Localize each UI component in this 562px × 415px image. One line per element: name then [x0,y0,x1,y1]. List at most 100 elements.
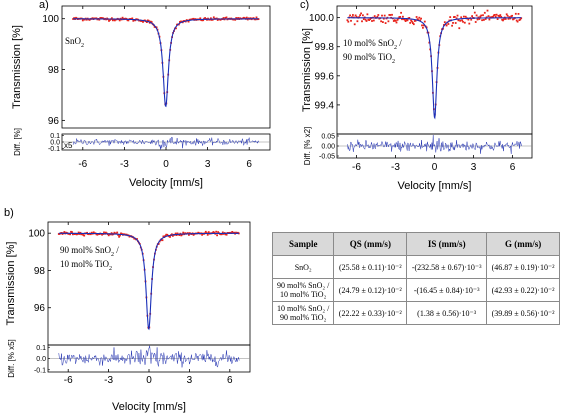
data-point [225,233,228,236]
data-point [376,15,379,18]
data-point [146,21,148,23]
data-point [244,17,246,20]
data-point [219,18,222,21]
data-point [217,231,219,233]
data-point [504,18,507,20]
data-point [92,231,95,234]
data-point [58,233,61,235]
data-point [471,15,473,17]
data-point [146,19,149,22]
data-point [369,18,372,20]
data-point [164,235,167,237]
data-point [505,13,508,16]
data-point [381,14,383,17]
data-point [451,24,453,27]
data-point [72,233,74,236]
data-point [396,19,399,21]
data-point [364,18,367,21]
residual-curve [347,135,522,154]
y-axis-label: Transmission [%] [11,25,23,109]
data-point [179,20,182,23]
data-point [65,231,68,234]
data-point [178,23,180,26]
data-point [476,18,479,21]
data-point [221,233,223,236]
x-tick-label: 3 [471,162,477,173]
data-point [246,18,249,21]
data-point [147,19,150,22]
data-point [73,17,75,19]
fit-curve [73,18,259,108]
data-point [111,17,113,20]
data-point [371,20,373,22]
data-point [249,17,252,20]
data-point [362,14,364,17]
data-point [216,19,219,21]
data-points [72,16,260,106]
data-point [122,233,125,236]
data-point [131,17,134,20]
data-point [69,233,71,236]
x-tick-label: 3 [187,375,193,386]
data-point [408,17,411,19]
data-point [413,20,416,22]
data-point [63,231,66,233]
data-point [365,20,368,22]
data-point [519,18,522,21]
x-tick-label: -6 [352,162,361,173]
data-point [347,20,350,23]
data-point [125,233,128,236]
table-header-row: Sample QS (mm/s) IS (mm/s) G (mm/s) [271,232,560,256]
data-point [416,18,419,20]
data-point [383,14,386,17]
data-point [78,233,81,235]
data-point [98,18,101,21]
data-point [346,19,349,22]
data-point [121,232,123,235]
data-point [85,18,88,21]
data-point [411,20,413,23]
data-point [180,234,183,237]
x-tick-label: -3 [391,162,400,173]
data-point [215,17,218,20]
data-point [211,19,213,21]
data-point [107,234,110,237]
data-point [507,17,510,20]
diff-y-tick-label: 0.00 [321,144,335,151]
data-point [382,17,385,20]
data-point [70,230,72,233]
data-point [191,18,194,20]
data-point [101,17,104,19]
data-point [75,16,77,19]
data-point [221,231,224,234]
data-point [494,15,497,18]
data-point [83,234,86,237]
data-point [100,17,103,19]
y-tick-label: 96 [48,116,60,127]
data-point [366,13,369,16]
data-point [468,22,471,25]
residual-curve [72,136,260,150]
data-point [355,15,358,18]
residual-axis-label: Diff. [%] [13,128,22,156]
data-point [140,20,142,22]
table-cell-is: -(232.58 ± 0.67)·10⁻³ [406,255,488,279]
data-point [202,19,205,22]
data-point [142,21,144,23]
data-point [79,231,82,234]
panel-label: b) [4,207,14,219]
data-point [91,17,94,20]
data-point [254,18,257,21]
data-point [406,19,409,22]
data-point [516,20,519,23]
data-point [421,24,423,27]
data-point [213,231,216,234]
data-point [372,19,375,22]
y-tick-label: 98 [48,65,60,76]
data-point [356,20,359,23]
data-point [187,20,190,23]
data-point [118,235,120,238]
y-tick-label: 96 [34,303,46,314]
table-cell-qs: (25.58 ± 0.11)·10⁻² [333,255,408,279]
